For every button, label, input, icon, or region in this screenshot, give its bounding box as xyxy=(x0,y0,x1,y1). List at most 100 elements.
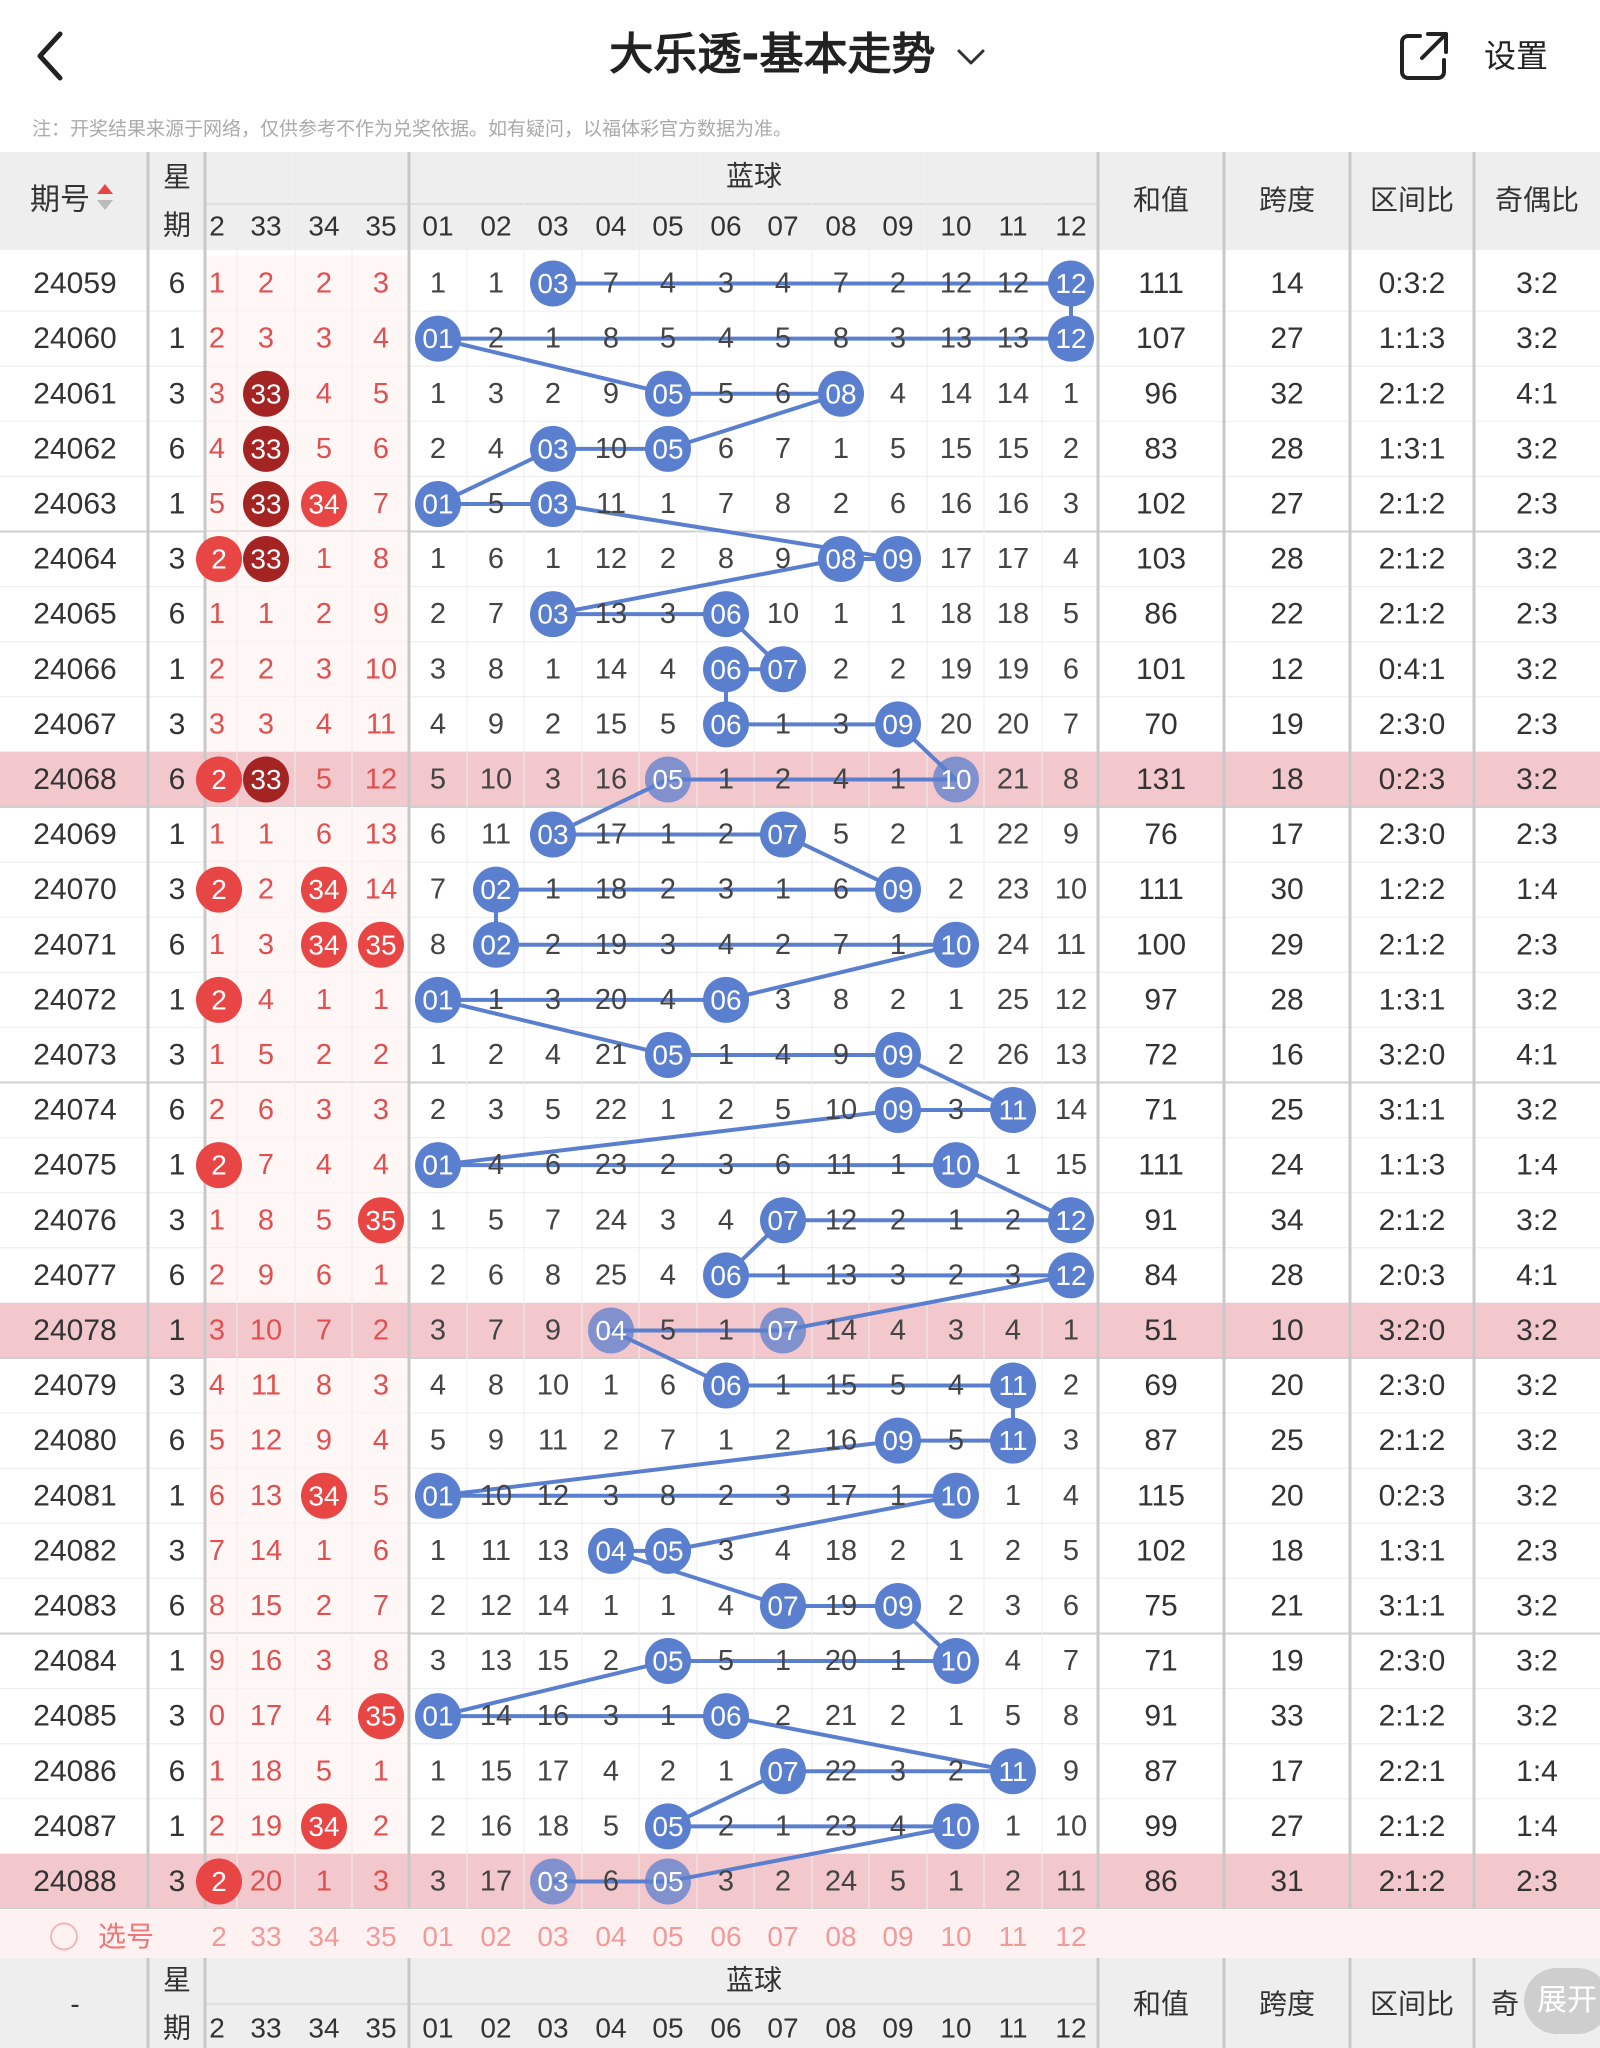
blue-ball-number: 09 xyxy=(882,1039,913,1070)
sum-value: 70 xyxy=(1144,708,1177,741)
settings-button[interactable]: 设置 xyxy=(1484,37,1549,75)
blue-miss-count: 12 xyxy=(480,1590,512,1622)
expand-button[interactable]: 展开 xyxy=(1524,1968,1600,2034)
blue-miss-count: 1 xyxy=(1005,1149,1021,1181)
blue-miss-count: 4 xyxy=(718,929,734,961)
blue-miss-count: 2 xyxy=(718,1810,734,1842)
zone-ratio-value: 1:1:3 xyxy=(1379,1149,1446,1182)
red-ball xyxy=(243,480,289,527)
blue-miss-count: 5 xyxy=(430,763,446,795)
zone-ratio-value: 2:1:2 xyxy=(1379,543,1446,576)
footer-week-bottom: 期 xyxy=(163,2013,191,2044)
blue-ball xyxy=(645,370,691,417)
blue-ball xyxy=(760,1197,806,1244)
span-value: 28 xyxy=(1270,983,1303,1016)
blue-miss-count: 15 xyxy=(940,433,972,465)
blue-miss-count: 3 xyxy=(545,984,561,1016)
page-title-text: 大乐透-基本走势 xyxy=(609,29,936,80)
zone-ratio-value: 3:1:1 xyxy=(1379,1094,1446,1127)
blue-miss-count: 3 xyxy=(1005,1259,1021,1291)
span-value: 14 xyxy=(1270,267,1303,300)
chevron-down-icon[interactable] xyxy=(951,37,991,77)
blue-miss-count: 11 xyxy=(481,819,511,851)
weekday: 6 xyxy=(169,1259,186,1292)
red-ball-number: 2 xyxy=(211,544,227,575)
blue-ball-number: 11 xyxy=(998,1425,1027,1456)
highlight-row-bg xyxy=(0,1853,1600,1909)
page-title[interactable]: 大乐透-基本走势 xyxy=(0,22,1600,88)
blue-miss-count: 5 xyxy=(1063,598,1079,630)
blue-miss-count: 2 xyxy=(718,819,734,851)
issue-number: 24077 xyxy=(33,1259,116,1292)
blue-miss-count: 4 xyxy=(488,433,504,465)
red-miss-count: 6 xyxy=(373,433,389,465)
zone-ratio-value: 3:2:0 xyxy=(1379,1038,1446,1071)
blue-ball xyxy=(703,1252,749,1299)
zone-ratio-value: 2:3:0 xyxy=(1379,818,1446,851)
blue-miss-count: 1 xyxy=(890,1480,906,1512)
red-zone-bg xyxy=(205,1358,408,1414)
blue-miss-count: 4 xyxy=(430,1370,446,1402)
blue-ball xyxy=(933,1803,979,1850)
blue-miss-count: 26 xyxy=(997,1039,1029,1071)
blue-miss-count: 2 xyxy=(948,1755,964,1787)
odd-even-value: 3:2 xyxy=(1516,1645,1558,1678)
issue-number: 24078 xyxy=(33,1314,116,1347)
blue-miss-count: 1 xyxy=(430,378,446,410)
odd-even-value: 3:2 xyxy=(1516,1424,1558,1457)
blue-miss-count: 2 xyxy=(660,543,676,575)
red-miss-count: 1 xyxy=(316,1535,332,1567)
blue-miss-count: 16 xyxy=(825,1425,857,1457)
blue-ball xyxy=(530,811,576,858)
sum-value: 103 xyxy=(1136,543,1186,576)
red-ball-number: 33 xyxy=(250,764,281,795)
back-arrow-icon[interactable] xyxy=(26,26,80,86)
red-miss-count: 4 xyxy=(373,1425,389,1457)
span-value: 30 xyxy=(1270,873,1303,906)
blue-ball-number: 10 xyxy=(940,1811,971,1842)
blue-miss-count: 1 xyxy=(718,1314,734,1346)
blue-column-header: 11 xyxy=(998,211,1027,242)
red-miss-count: 1 xyxy=(373,1755,389,1787)
blue-ball-number: 03 xyxy=(537,819,568,850)
sum-value: 97 xyxy=(1144,983,1177,1016)
red-ball-number: 33 xyxy=(250,488,281,519)
blue-miss-count: 2 xyxy=(603,1645,619,1677)
blue-miss-count: 2 xyxy=(890,1700,906,1732)
red-zone-bg xyxy=(205,366,408,422)
blue-ball xyxy=(990,1087,1036,1134)
blue-miss-count: 9 xyxy=(488,1425,504,1457)
blue-miss-count: 1 xyxy=(545,874,561,906)
blue-ball xyxy=(645,1803,691,1850)
blue-ball xyxy=(645,1858,691,1905)
footer-red-column-header: 35 xyxy=(365,2013,396,2044)
red-miss-count: 1 xyxy=(209,268,225,300)
blue-ball xyxy=(933,756,979,803)
odd-even-value: 1:4 xyxy=(1516,1149,1558,1182)
blue-ball xyxy=(645,756,691,803)
red-ball xyxy=(358,1693,404,1740)
red-ball xyxy=(301,921,347,968)
blue-miss-count: 2 xyxy=(775,929,791,961)
blue-miss-count: 16 xyxy=(997,488,1029,520)
odd-even-value: 3:2 xyxy=(1516,432,1558,465)
blue-miss-count: 7 xyxy=(833,929,849,961)
blue-ball-number: 05 xyxy=(652,1646,683,1677)
share-icon[interactable] xyxy=(1396,28,1452,84)
red-miss-count: 2 xyxy=(258,874,274,906)
blue-ball xyxy=(530,591,576,638)
red-miss-count: 4 xyxy=(316,1149,332,1181)
span-value: 28 xyxy=(1270,1259,1303,1292)
sort-icon[interactable] xyxy=(97,184,113,210)
blue-ball xyxy=(990,1748,1036,1795)
blue-ball xyxy=(760,1307,806,1354)
blue-miss-count: 6 xyxy=(775,1149,791,1181)
select-red-number: 35 xyxy=(365,1921,396,1952)
blue-miss-count: 2 xyxy=(890,1535,906,1567)
select-radio-icon[interactable] xyxy=(50,1922,78,1951)
blue-ball-number: 07 xyxy=(767,1756,798,1787)
blue-ball xyxy=(415,1693,461,1740)
select-blue-number: 06 xyxy=(710,1921,741,1952)
weekday: 3 xyxy=(169,1204,186,1237)
sum-value: 71 xyxy=(1144,1645,1177,1678)
